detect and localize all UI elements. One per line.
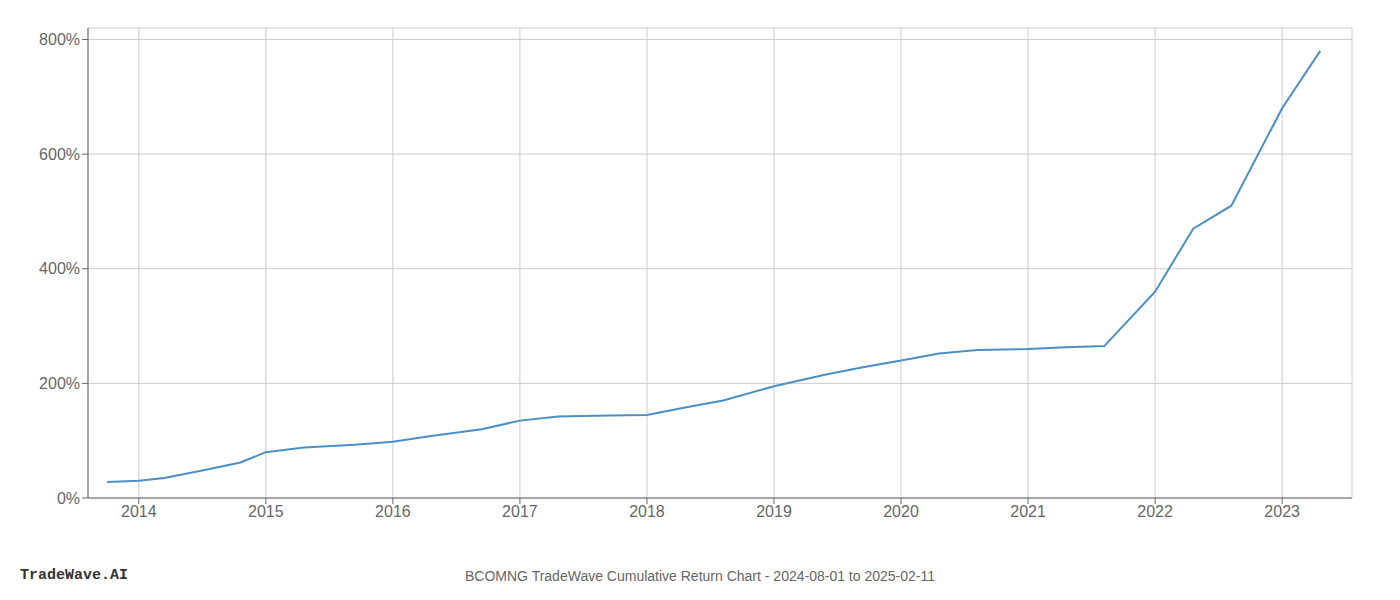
svg-text:2016: 2016 [375,503,411,520]
svg-text:0%: 0% [57,490,80,507]
svg-text:2019: 2019 [756,503,792,520]
svg-text:2014: 2014 [121,503,157,520]
svg-text:200%: 200% [39,375,80,392]
html-text:BCOMNG TradeWave Cumulative Re: BCOMNG TradeWave Cumulative Return Chart… [465,568,935,584]
svg-text:2022: 2022 [1137,503,1173,520]
svg-text:2020: 2020 [883,503,919,520]
html-text:TradeWave.AI: TradeWave.AI [20,567,128,584]
svg-text:600%: 600% [39,146,80,163]
svg-text:2018: 2018 [629,503,665,520]
svg-text:2021: 2021 [1010,503,1046,520]
svg-text:2017: 2017 [502,503,538,520]
svg-text:2023: 2023 [1264,503,1300,520]
svg-text:2015: 2015 [248,503,284,520]
svg-text:400%: 400% [39,260,80,277]
svg-text:800%: 800% [39,31,80,48]
